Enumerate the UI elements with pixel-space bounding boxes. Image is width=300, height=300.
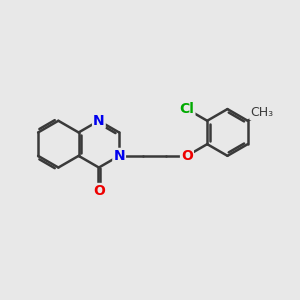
Text: N: N — [113, 149, 125, 163]
Text: CH₃: CH₃ — [250, 106, 274, 119]
Text: O: O — [181, 149, 193, 163]
Text: O: O — [93, 184, 105, 198]
Text: N: N — [93, 114, 105, 128]
Text: Cl: Cl — [179, 102, 194, 116]
